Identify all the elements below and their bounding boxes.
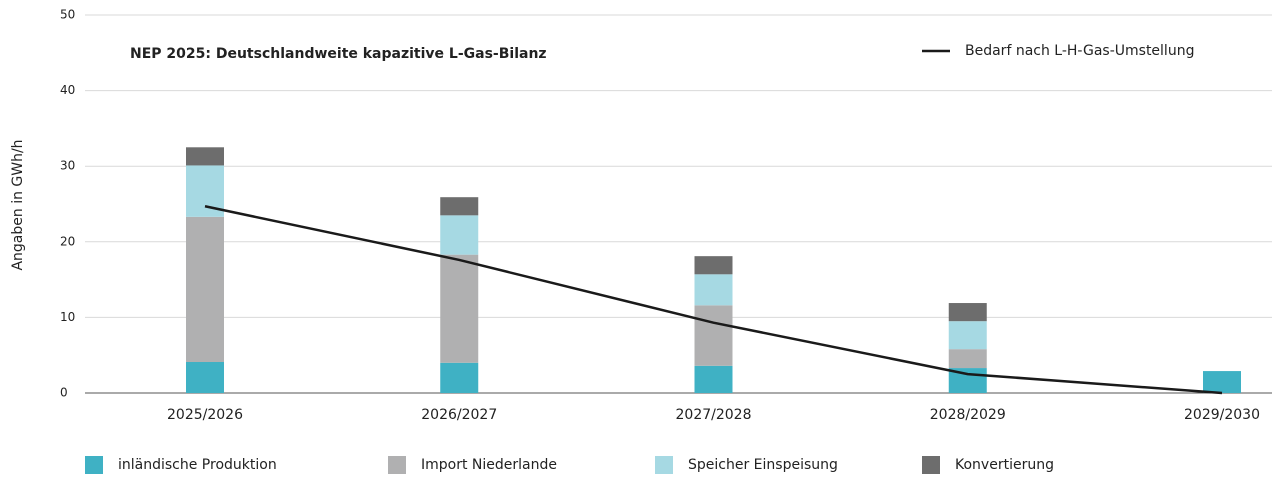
bar-segment <box>694 365 733 393</box>
bar-segment <box>948 321 987 350</box>
x-tick-label: 2025/2026 <box>167 407 243 423</box>
legend-label: Speicher Einspeisung <box>688 457 838 473</box>
legend-label: inländische Produktion <box>118 457 277 473</box>
bar-segment <box>186 147 224 166</box>
x-tick-label: 2029/2030 <box>1184 407 1260 423</box>
y-tick-label: 10 <box>60 310 75 324</box>
bar-segment <box>694 305 733 366</box>
bar-segment <box>694 274 733 306</box>
legend-label: Import Niederlande <box>421 457 557 473</box>
y-tick-label: 20 <box>60 234 75 248</box>
y-tick-label: 0 <box>60 386 68 400</box>
legend-label: Konvertierung <box>955 457 1054 473</box>
bar-segment <box>948 303 987 322</box>
bar-segment <box>948 349 987 369</box>
legend-label: Bedarf nach L-H-Gas-Umstellung <box>965 43 1194 59</box>
y-axis-label: Angaben in GWh/h <box>10 139 26 270</box>
legend-swatch <box>85 456 103 474</box>
line-series <box>204 205 1223 395</box>
bar-segment <box>694 256 733 275</box>
x-tick-label: 2028/2029 <box>930 407 1006 423</box>
legend-swatch <box>922 456 940 474</box>
bar-segment <box>186 216 224 363</box>
bar-segment <box>440 215 479 255</box>
legend-swatch <box>388 456 406 474</box>
x-tick-label: 2027/2028 <box>676 407 752 423</box>
y-tick-label: 40 <box>60 83 75 97</box>
x-tick-label: 2026/2027 <box>421 407 497 423</box>
y-tick-label: 30 <box>60 159 75 173</box>
y-tick-label: 50 <box>60 8 75 22</box>
bar-segment <box>440 197 479 216</box>
bar-segment <box>440 362 479 393</box>
legend-swatch <box>655 456 673 474</box>
bar-segment <box>440 254 479 363</box>
chart-title: NEP 2025: Deutschlandweite kapazitive L-… <box>130 46 547 62</box>
bar-segment <box>1203 371 1241 393</box>
bar-segment <box>186 362 224 393</box>
